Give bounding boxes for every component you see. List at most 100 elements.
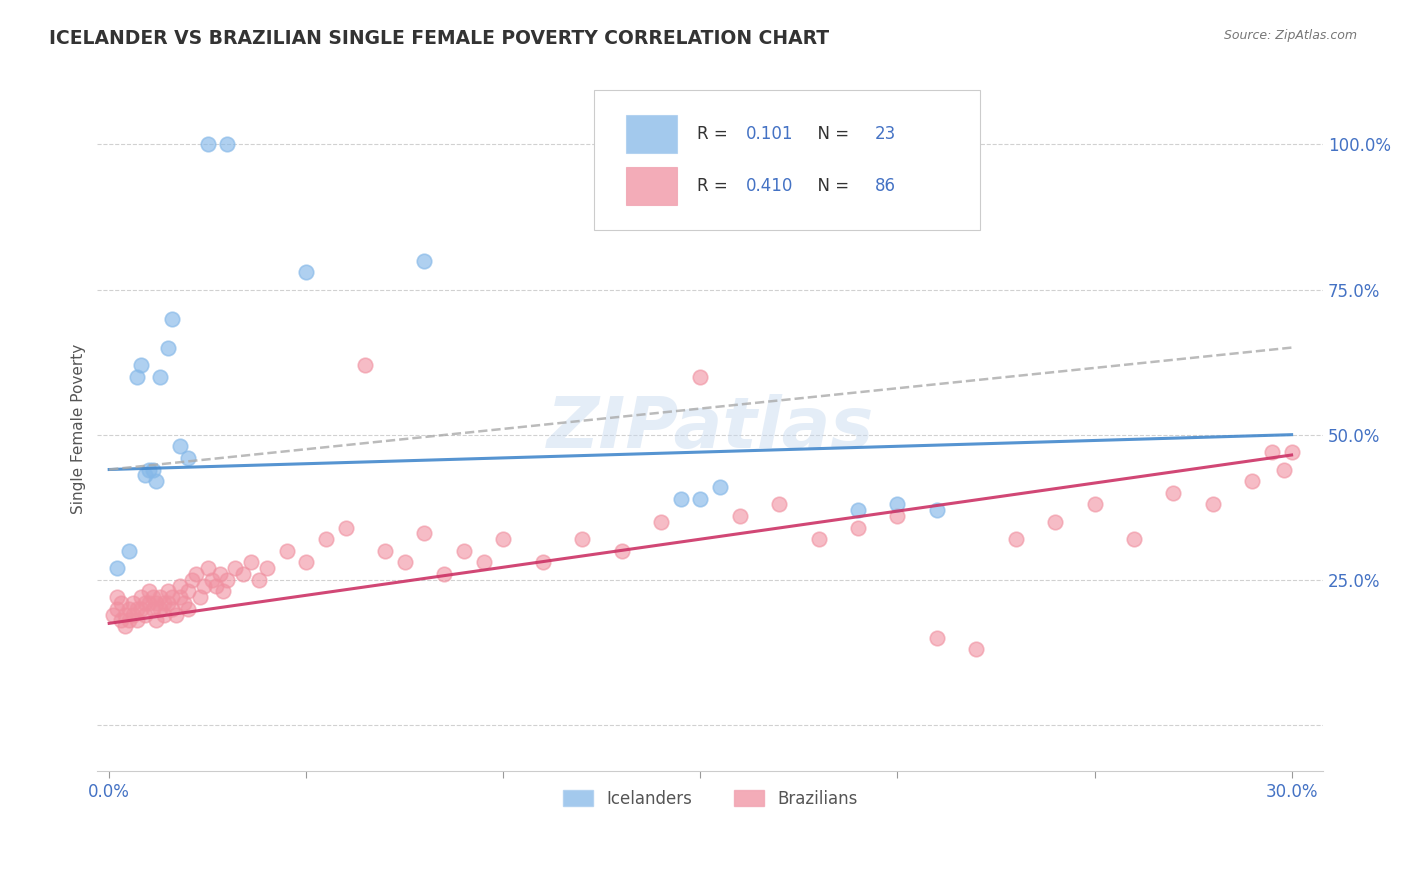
Point — [157, 341, 180, 355]
Point — [101, 607, 124, 622]
Point — [315, 532, 337, 546]
Point — [610, 543, 633, 558]
Point — [217, 573, 239, 587]
Y-axis label: Single Female Poverty: Single Female Poverty — [72, 343, 86, 514]
Text: N =: N = — [807, 125, 855, 144]
Point — [184, 566, 207, 581]
Point — [149, 602, 172, 616]
Point — [650, 515, 672, 529]
Point — [169, 579, 191, 593]
Point — [669, 491, 692, 506]
Point — [1004, 532, 1026, 546]
Point — [208, 566, 231, 581]
Point — [162, 602, 184, 616]
Point — [1123, 532, 1146, 546]
Point — [571, 532, 593, 546]
Point — [114, 607, 136, 622]
Point — [105, 602, 128, 616]
Point — [138, 462, 160, 476]
Point — [141, 462, 163, 476]
Text: 86: 86 — [875, 177, 896, 194]
Point — [1281, 445, 1303, 459]
Point — [1202, 497, 1225, 511]
Point — [134, 596, 156, 610]
Point — [354, 358, 377, 372]
Point — [1261, 445, 1284, 459]
Point — [177, 584, 200, 599]
Point — [145, 474, 167, 488]
FancyBboxPatch shape — [626, 115, 678, 153]
Point — [689, 369, 711, 384]
Point — [413, 526, 436, 541]
Point — [433, 566, 456, 581]
Point — [134, 607, 156, 622]
Point — [110, 614, 132, 628]
Point — [169, 591, 191, 605]
Legend: Icelanders, Brazilians: Icelanders, Brazilians — [557, 783, 865, 814]
Point — [1272, 462, 1295, 476]
Point — [240, 555, 263, 569]
Point — [531, 555, 554, 569]
Point — [162, 311, 184, 326]
Text: 0.101: 0.101 — [745, 125, 793, 144]
Point — [394, 555, 416, 569]
Point — [129, 591, 152, 605]
Point — [224, 561, 246, 575]
Point — [472, 555, 495, 569]
Text: Source: ZipAtlas.com: Source: ZipAtlas.com — [1223, 29, 1357, 42]
Point — [134, 468, 156, 483]
Point — [807, 532, 830, 546]
Point — [145, 596, 167, 610]
Point — [118, 543, 141, 558]
Point — [295, 265, 318, 279]
Point — [118, 602, 141, 616]
Point — [204, 579, 226, 593]
Point — [925, 631, 948, 645]
Point — [256, 561, 278, 575]
Point — [157, 584, 180, 599]
Point — [129, 358, 152, 372]
Point — [165, 607, 187, 622]
Point — [118, 614, 141, 628]
Point — [138, 596, 160, 610]
Point — [295, 555, 318, 569]
Point — [201, 573, 224, 587]
Point — [925, 503, 948, 517]
Point — [141, 602, 163, 616]
Point — [114, 619, 136, 633]
Point — [177, 450, 200, 465]
Point — [768, 497, 790, 511]
Point — [247, 573, 270, 587]
Point — [374, 543, 396, 558]
Text: 23: 23 — [875, 125, 896, 144]
Point — [177, 602, 200, 616]
Point — [212, 584, 235, 599]
Point — [162, 591, 184, 605]
FancyBboxPatch shape — [626, 167, 678, 205]
Point — [846, 503, 869, 517]
Point — [149, 591, 172, 605]
Point — [728, 508, 751, 523]
Point — [105, 561, 128, 575]
Point — [492, 532, 515, 546]
Point — [138, 584, 160, 599]
Text: ICELANDER VS BRAZILIAN SINGLE FEMALE POVERTY CORRELATION CHART: ICELANDER VS BRAZILIAN SINGLE FEMALE POV… — [49, 29, 830, 47]
Point — [110, 596, 132, 610]
Point — [149, 369, 172, 384]
Point — [232, 566, 254, 581]
Point — [153, 596, 176, 610]
FancyBboxPatch shape — [593, 90, 980, 230]
Point — [157, 596, 180, 610]
Point — [181, 573, 204, 587]
Point — [141, 591, 163, 605]
Point — [188, 591, 211, 605]
Point — [145, 614, 167, 628]
Point — [709, 480, 731, 494]
Text: ZIPatlas: ZIPatlas — [547, 394, 875, 463]
Point — [217, 137, 239, 152]
Text: R =: R = — [697, 125, 733, 144]
Point — [1043, 515, 1066, 529]
Point — [1163, 485, 1185, 500]
Point — [173, 596, 195, 610]
Point — [453, 543, 475, 558]
